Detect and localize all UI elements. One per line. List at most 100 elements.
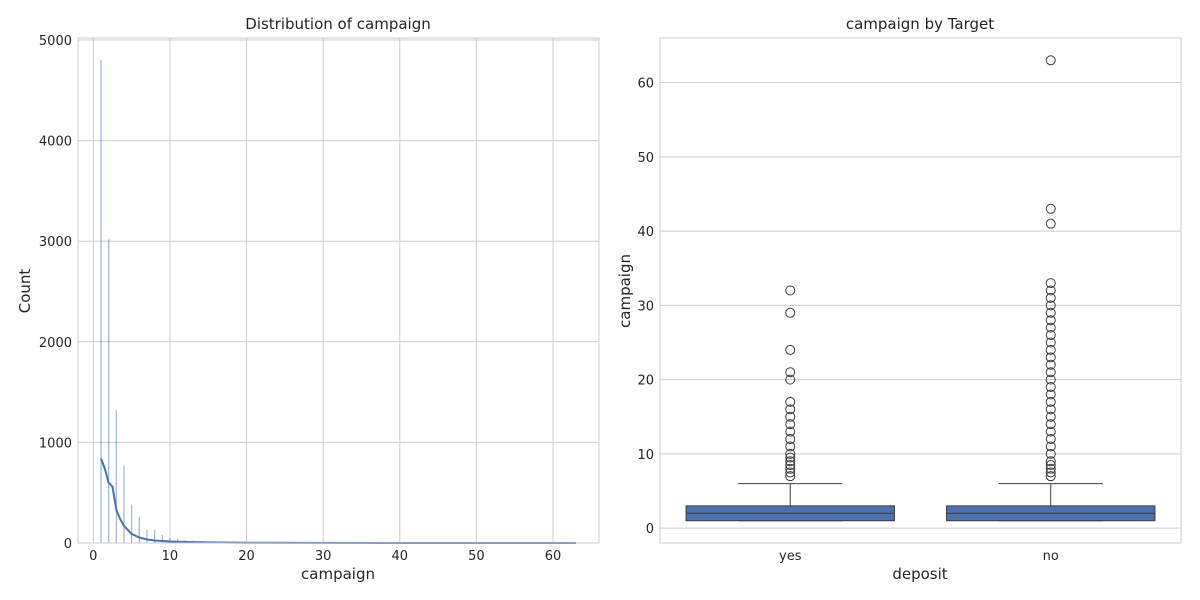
box-outlier xyxy=(785,456,796,467)
box-no xyxy=(946,55,1156,522)
box-outlier xyxy=(1045,463,1056,474)
histogram-y-tick-label: 3000 xyxy=(39,235,72,250)
box-outlier xyxy=(1045,315,1056,326)
boxplot-y-tick-label: 40 xyxy=(637,225,654,240)
box-outlier xyxy=(1045,307,1056,318)
histogram-y-tick-label: 5000 xyxy=(39,34,72,49)
box-outlier xyxy=(1045,344,1056,355)
boxplot-y-tick-label: 0 xyxy=(646,522,654,537)
boxplot-frame xyxy=(659,37,1182,544)
box-outlier xyxy=(785,396,796,407)
boxplot-x-label: deposit xyxy=(892,565,947,583)
boxplot-x-tick-label: no xyxy=(1043,549,1059,564)
box-outlier xyxy=(1045,203,1056,214)
histogram-y-ticks: 0 1000 2000 3000 4000 5000 xyxy=(39,34,72,552)
box-outlier xyxy=(785,452,796,463)
box-outlier xyxy=(785,471,796,482)
boxplot-x-ticks: yes no xyxy=(779,549,1059,564)
boxplot-y-tick-label: 50 xyxy=(637,151,654,166)
box-outlier xyxy=(1045,441,1056,452)
box-outlier xyxy=(1045,285,1056,296)
boxplot-panel: campaign by Target yes no 0 10 20 30 40 50 60 d… xyxy=(616,15,1182,583)
histogram-x-tick-label: 10 xyxy=(162,549,179,564)
box-outlier xyxy=(1045,374,1056,385)
box-outlier xyxy=(785,460,796,471)
box-outlier xyxy=(1045,382,1056,393)
box-outlier xyxy=(1045,330,1056,341)
box-outlier xyxy=(1045,419,1056,430)
box-outlier xyxy=(1045,426,1056,437)
box-outlier xyxy=(785,411,796,422)
histogram-bars xyxy=(100,60,248,544)
box-outlier xyxy=(1045,367,1056,378)
box-outlier xyxy=(1045,359,1056,370)
box-outlier xyxy=(785,367,796,378)
boxplot-y-ticks: 0 10 20 30 40 50 60 xyxy=(637,77,654,538)
histogram-bar xyxy=(115,410,117,543)
histogram-frame xyxy=(77,37,600,544)
histogram-bar xyxy=(138,516,140,543)
box-yes xyxy=(685,285,895,522)
histogram-bar xyxy=(161,534,163,543)
histogram-y-tick-label: 2000 xyxy=(39,336,72,351)
boxplot-y-tick-label: 10 xyxy=(637,448,654,463)
histogram-x-tick-label: 20 xyxy=(238,549,255,564)
box-outlier xyxy=(1045,404,1056,415)
histogram-grid xyxy=(78,38,599,544)
histogram-y-tick-label: 4000 xyxy=(39,135,72,150)
box-outlier xyxy=(785,426,796,437)
boxplot-y-tick-label: 60 xyxy=(637,77,654,92)
box-outlier xyxy=(785,374,796,385)
box-outlier xyxy=(1045,337,1056,348)
histogram-x-tick-label: 30 xyxy=(315,549,332,564)
histogram-bar xyxy=(154,529,156,543)
boxplot-y-tick-label: 30 xyxy=(637,299,654,314)
histogram-y-tick-label: 1000 xyxy=(39,436,72,451)
histogram-x-tick-label: 50 xyxy=(468,549,485,564)
box-outlier xyxy=(1045,389,1056,400)
box-outlier xyxy=(1045,322,1056,333)
box-outlier xyxy=(785,419,796,430)
histogram-y-label: Count xyxy=(16,269,34,314)
histogram-bar xyxy=(108,239,110,543)
boxplot-y-label: campaign xyxy=(616,254,634,328)
box-outlier xyxy=(1045,471,1056,482)
box-outlier xyxy=(1045,396,1056,407)
histogram-panel: Distribution of campaign 0 10 20 30 40 50 60 0… xyxy=(16,15,600,583)
histogram-x-ticks: 0 10 20 30 40 50 60 xyxy=(89,549,561,564)
box-outlier xyxy=(785,448,796,459)
histogram-title: Distribution of campaign xyxy=(245,15,430,33)
box-outlier xyxy=(785,344,796,355)
boxplot-x-tick-label: yes xyxy=(779,549,802,564)
histogram-bar xyxy=(146,529,148,543)
histogram-bar xyxy=(169,537,171,543)
box-outlier xyxy=(1045,434,1056,445)
box-outlier xyxy=(1045,55,1056,66)
histogram-y-tick-label: 0 xyxy=(64,537,72,552)
box-outlier xyxy=(785,307,796,318)
box-outlier xyxy=(1045,300,1056,311)
boxplot-boxes xyxy=(685,55,1156,522)
box-outlier xyxy=(1045,352,1056,363)
box-outlier xyxy=(1045,448,1056,459)
histogram-bar xyxy=(100,60,102,544)
histogram-x-label: campaign xyxy=(301,565,375,583)
boxplot-grid xyxy=(660,82,1181,529)
histogram-kde-line xyxy=(100,458,576,544)
box-outlier xyxy=(785,463,796,474)
box-outlier xyxy=(1045,460,1056,471)
box-outlier xyxy=(785,434,796,445)
histogram-x-tick-label: 40 xyxy=(392,549,409,564)
box-outlier xyxy=(785,285,796,296)
histogram-bar xyxy=(131,504,133,543)
histogram-x-tick-label: 0 xyxy=(89,549,97,564)
box-outlier xyxy=(1045,218,1056,229)
box-outlier xyxy=(1045,467,1056,478)
box-outlier xyxy=(1045,278,1056,289)
histogram-bar xyxy=(123,465,125,543)
box-outlier xyxy=(1045,456,1056,467)
histogram-x-tick-label: 60 xyxy=(545,549,562,564)
box-outlier xyxy=(785,467,796,478)
boxplot-title: campaign by Target xyxy=(846,15,994,33)
